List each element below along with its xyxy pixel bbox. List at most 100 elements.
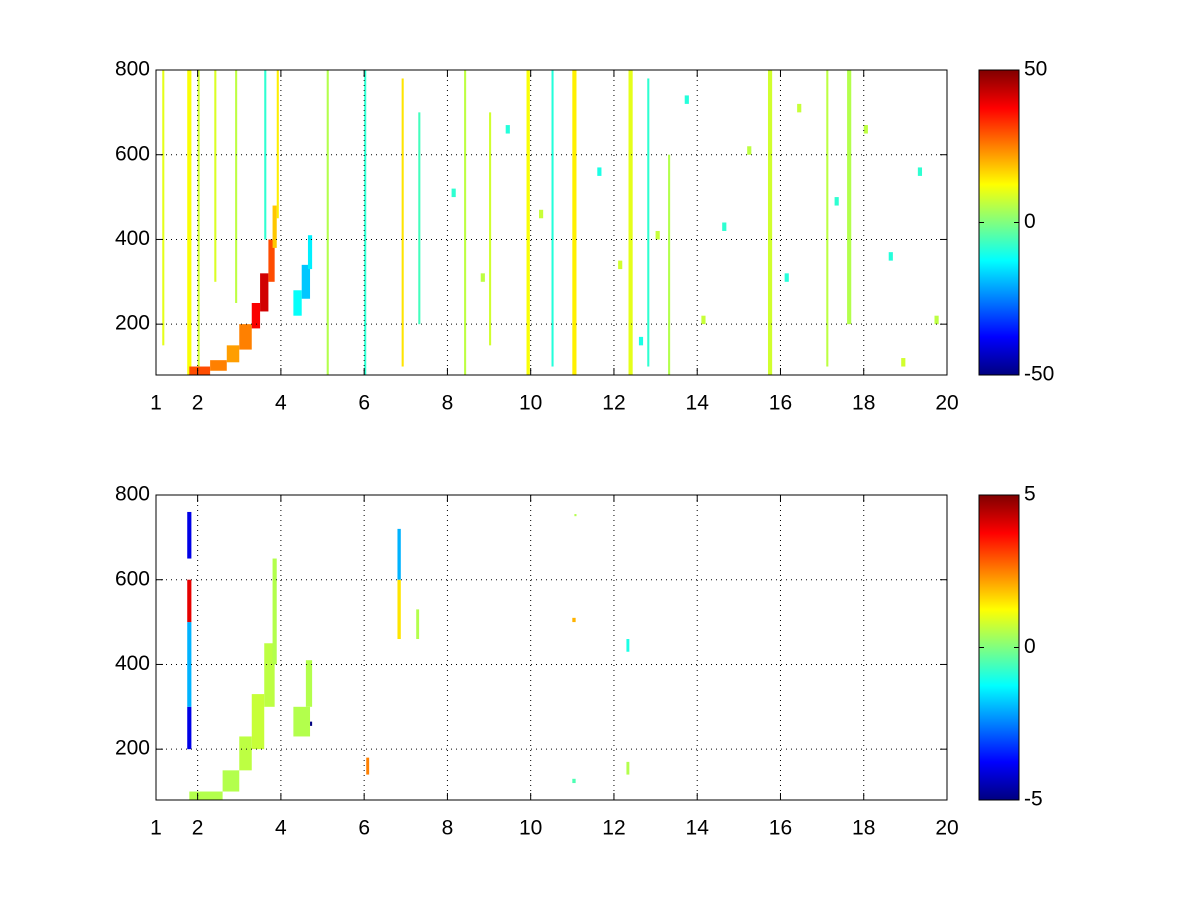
heatmap-cell	[264, 70, 267, 240]
heatmap-cell	[189, 791, 223, 800]
heatmap-cell	[526, 70, 530, 375]
x-tick-label: 10	[519, 392, 542, 415]
heatmap-cell	[847, 70, 852, 325]
y-tick-label: 600	[115, 567, 150, 590]
heatmap-cell	[187, 70, 192, 375]
heatmap-cell	[464, 70, 467, 375]
heatmap-cell	[264, 643, 275, 707]
heatmap-cell	[187, 511, 192, 559]
x-tick-label: 16	[769, 817, 792, 840]
heatmap-cell	[187, 579, 192, 623]
x-tick-label: 12	[602, 817, 625, 840]
y-tick-label: 600	[115, 142, 150, 165]
heatmap-cell	[572, 617, 576, 623]
heatmap-cell	[197, 70, 200, 375]
heatmap-cell	[187, 622, 192, 707]
heatmap-cell	[239, 736, 252, 771]
axes-box	[155, 69, 948, 376]
heatmap-cell	[863, 125, 868, 134]
x-tick-label: 16	[769, 392, 792, 415]
heatmap-cell	[366, 757, 370, 775]
heatmap-cell	[655, 230, 660, 240]
heatmap-cell	[214, 70, 217, 282]
heatmap-cell	[251, 694, 265, 750]
heatmap-cell	[722, 222, 727, 231]
heatmap-cell	[572, 70, 577, 375]
heatmap-cell	[210, 360, 227, 371]
heatmap-cell	[189, 366, 211, 375]
colorbar-tick-label: 0	[1024, 635, 1036, 658]
x-tick-label: 6	[358, 392, 370, 415]
heatmap-cell	[628, 70, 633, 375]
heatmap-cell	[260, 273, 269, 312]
heatmap-cell	[797, 103, 802, 113]
heatmap-cell	[418, 112, 421, 325]
heatmap-cell	[272, 558, 277, 665]
heatmap-cell	[626, 639, 630, 652]
heatmap-cell	[397, 528, 401, 580]
heatmap-cell	[307, 235, 313, 270]
heatmap-cell	[272, 205, 277, 248]
heatmap-cell	[901, 358, 906, 367]
heatmap-cell	[162, 70, 165, 346]
y-tick-label: 200	[115, 737, 150, 760]
x-tick-label: 2	[192, 392, 204, 415]
y-tick-label: 200	[115, 312, 150, 335]
x-tick-label: 6	[358, 817, 370, 840]
x-tick-label: 18	[852, 817, 875, 840]
x-tick-label: 18	[852, 392, 875, 415]
x-tick-label: 2	[192, 817, 204, 840]
heatmap-cell	[416, 609, 420, 640]
heatmap-cell	[293, 706, 311, 737]
heatmap-cell	[626, 761, 630, 775]
x-tick-label: 14	[686, 392, 710, 415]
x-tick-label: 20	[935, 817, 958, 840]
heatmap-cell	[451, 188, 456, 198]
heatmap-cell	[826, 70, 829, 367]
heatmap-cell	[268, 239, 275, 282]
heatmap-cell	[397, 579, 401, 640]
x-tick-label: 4	[275, 392, 287, 415]
heatmap-cell	[934, 315, 939, 325]
x-tick-label: 12	[602, 392, 625, 415]
y-tick-label: 800	[115, 58, 150, 81]
heatmap-cell	[618, 260, 623, 270]
colorbar-tick-label: 50	[1024, 58, 1047, 81]
heatmap-cell	[222, 770, 240, 792]
heatmap-cell	[187, 706, 192, 750]
heatmap-cell	[480, 273, 485, 282]
axes-box	[155, 494, 948, 801]
colorbar-tick-label: 0	[1024, 210, 1036, 233]
heatmap-cell	[305, 660, 313, 707]
colorbar	[978, 69, 1020, 376]
colorbar	[978, 494, 1020, 801]
heatmap-cell	[647, 78, 650, 367]
heatmap-cell	[767, 70, 773, 375]
colorbar-tick-label: -5	[1024, 788, 1043, 811]
y-tick-label: 800	[115, 483, 150, 506]
heatmap-cell	[888, 252, 893, 261]
heatmap-cell	[301, 264, 311, 299]
heatmap-cell	[326, 70, 329, 375]
heatmap-cell	[597, 167, 602, 176]
heatmap-cell	[310, 721, 313, 726]
x-tick-label: 10	[519, 817, 542, 840]
x-tick-label: 1	[150, 392, 162, 415]
heatmap-cell	[572, 778, 576, 784]
colorbar-tick-label: 5	[1024, 483, 1036, 506]
heatmap-cell	[574, 514, 577, 517]
heatmap-cell	[276, 70, 279, 219]
x-tick-label: 14	[686, 817, 710, 840]
heatmap-cell	[539, 209, 544, 219]
heatmap-cell	[293, 290, 302, 316]
heatmap-cell	[239, 324, 252, 350]
heatmap-cell	[917, 167, 923, 176]
heatmap-cell	[668, 154, 671, 375]
x-tick-label: 20	[935, 392, 958, 415]
colorbar-tick-label: -50	[1024, 363, 1054, 386]
heatmap-cell	[235, 70, 238, 303]
heatmap-cell	[226, 345, 240, 363]
heatmap-cell	[551, 70, 554, 367]
